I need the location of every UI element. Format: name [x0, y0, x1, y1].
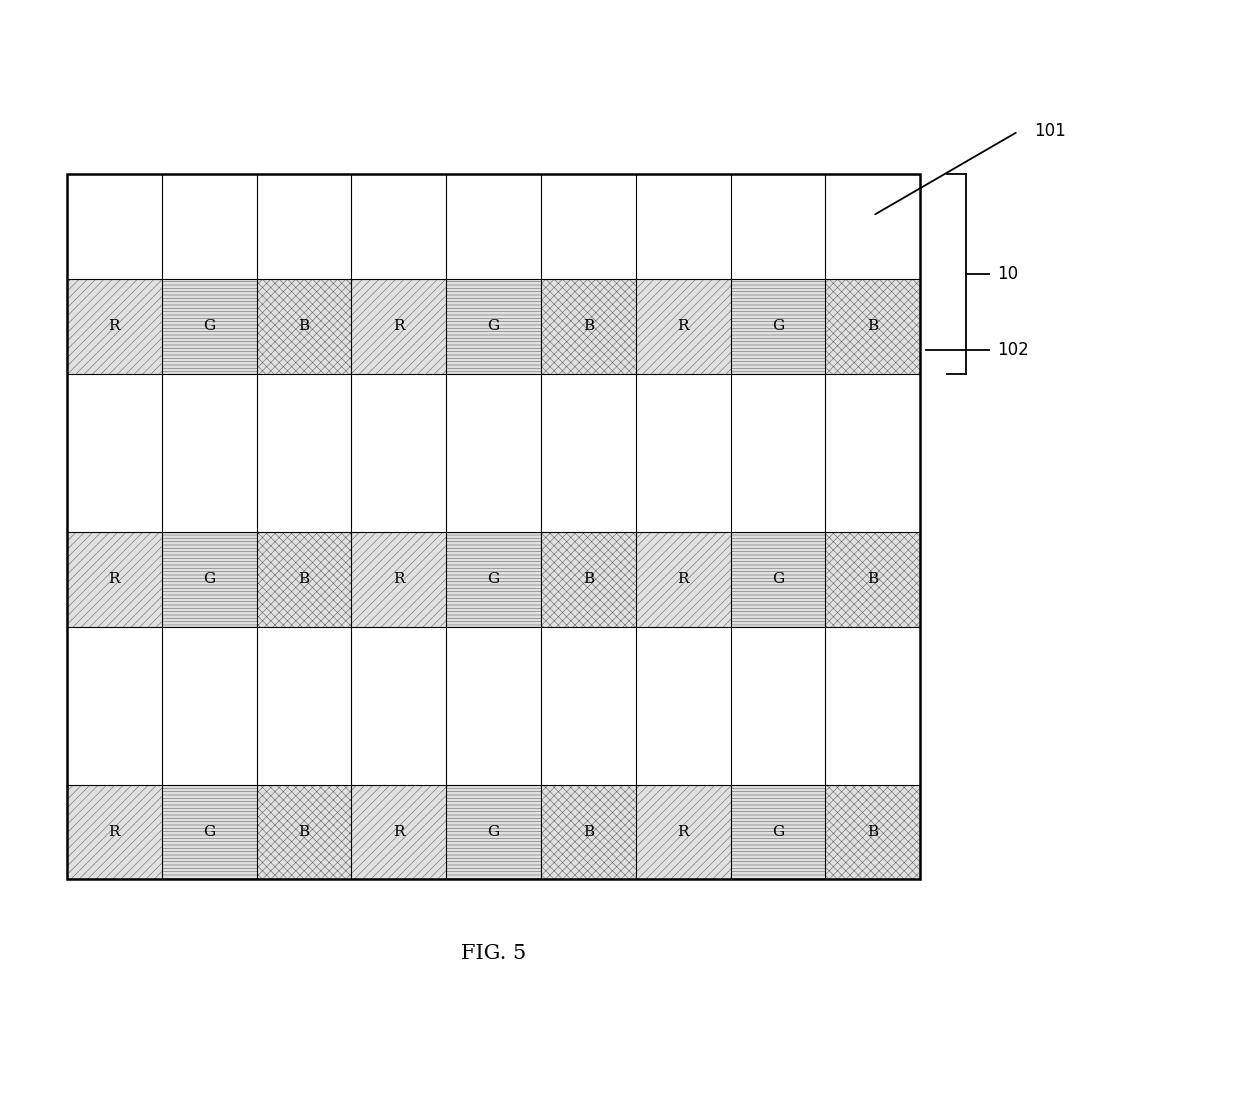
Bar	[67, 279, 161, 373]
Bar	[351, 173, 446, 279]
Bar	[257, 626, 351, 784]
Bar	[826, 173, 920, 279]
Text: 101: 101	[1034, 123, 1065, 140]
Bar	[730, 532, 826, 626]
Text: B: B	[299, 572, 310, 586]
Bar	[161, 279, 257, 373]
Text: G: G	[487, 320, 500, 333]
Bar	[636, 279, 730, 373]
Bar	[730, 373, 826, 532]
Text: R: R	[677, 320, 689, 333]
Text: 102: 102	[997, 341, 1029, 359]
Bar	[541, 784, 636, 879]
Bar	[636, 373, 730, 532]
Bar	[826, 784, 920, 879]
Bar	[541, 532, 636, 626]
Bar	[541, 373, 636, 532]
Bar	[636, 626, 730, 784]
Text: G: G	[203, 825, 216, 839]
Text: B: B	[867, 572, 878, 586]
Text: G: G	[487, 825, 500, 839]
Bar	[730, 784, 826, 879]
Bar	[351, 279, 446, 373]
Bar	[67, 173, 920, 879]
Bar	[257, 173, 351, 279]
Bar	[257, 532, 351, 626]
Text: R: R	[109, 825, 120, 839]
Text: G: G	[203, 572, 216, 586]
Bar	[636, 532, 730, 626]
Bar	[826, 532, 920, 626]
Bar	[161, 173, 257, 279]
Bar	[826, 373, 920, 532]
Bar	[67, 626, 161, 784]
Text: B: B	[583, 320, 594, 333]
Bar	[636, 784, 730, 879]
Text: R: R	[677, 825, 689, 839]
Bar	[257, 373, 351, 532]
Text: R: R	[677, 572, 689, 586]
Text: R: R	[393, 572, 404, 586]
Bar	[161, 784, 257, 879]
Text: B: B	[583, 825, 594, 839]
Text: R: R	[109, 320, 120, 333]
Text: R: R	[393, 320, 404, 333]
Bar	[351, 784, 446, 879]
Bar	[446, 626, 541, 784]
Bar	[446, 173, 541, 279]
Bar	[826, 279, 920, 373]
Text: B: B	[583, 572, 594, 586]
Bar	[636, 173, 730, 279]
Bar	[351, 626, 446, 784]
Bar	[826, 626, 920, 784]
Bar	[257, 784, 351, 879]
Text: B: B	[299, 320, 310, 333]
Text: G: G	[203, 320, 216, 333]
Bar	[257, 279, 351, 373]
Bar	[541, 279, 636, 373]
Bar	[446, 373, 541, 532]
Text: R: R	[393, 825, 404, 839]
Bar	[730, 173, 826, 279]
Text: R: R	[109, 572, 120, 586]
Bar	[161, 373, 257, 532]
Bar	[351, 532, 446, 626]
Text: G: G	[771, 320, 784, 333]
Text: B: B	[867, 320, 878, 333]
Text: 10: 10	[997, 265, 1018, 283]
Text: B: B	[867, 825, 878, 839]
Bar	[446, 279, 541, 373]
Bar	[67, 173, 161, 279]
Bar	[541, 173, 636, 279]
Text: G: G	[487, 572, 500, 586]
Bar	[161, 626, 257, 784]
Bar	[541, 626, 636, 784]
Bar	[67, 784, 161, 879]
Text: G: G	[771, 825, 784, 839]
Bar	[730, 626, 826, 784]
Text: FIG. 5: FIG. 5	[461, 944, 526, 963]
Bar	[351, 373, 446, 532]
Bar	[730, 279, 826, 373]
Text: B: B	[299, 825, 310, 839]
Bar	[446, 532, 541, 626]
Bar	[67, 532, 161, 626]
Bar	[161, 532, 257, 626]
Bar	[446, 784, 541, 879]
Bar	[67, 373, 161, 532]
Text: G: G	[771, 572, 784, 586]
